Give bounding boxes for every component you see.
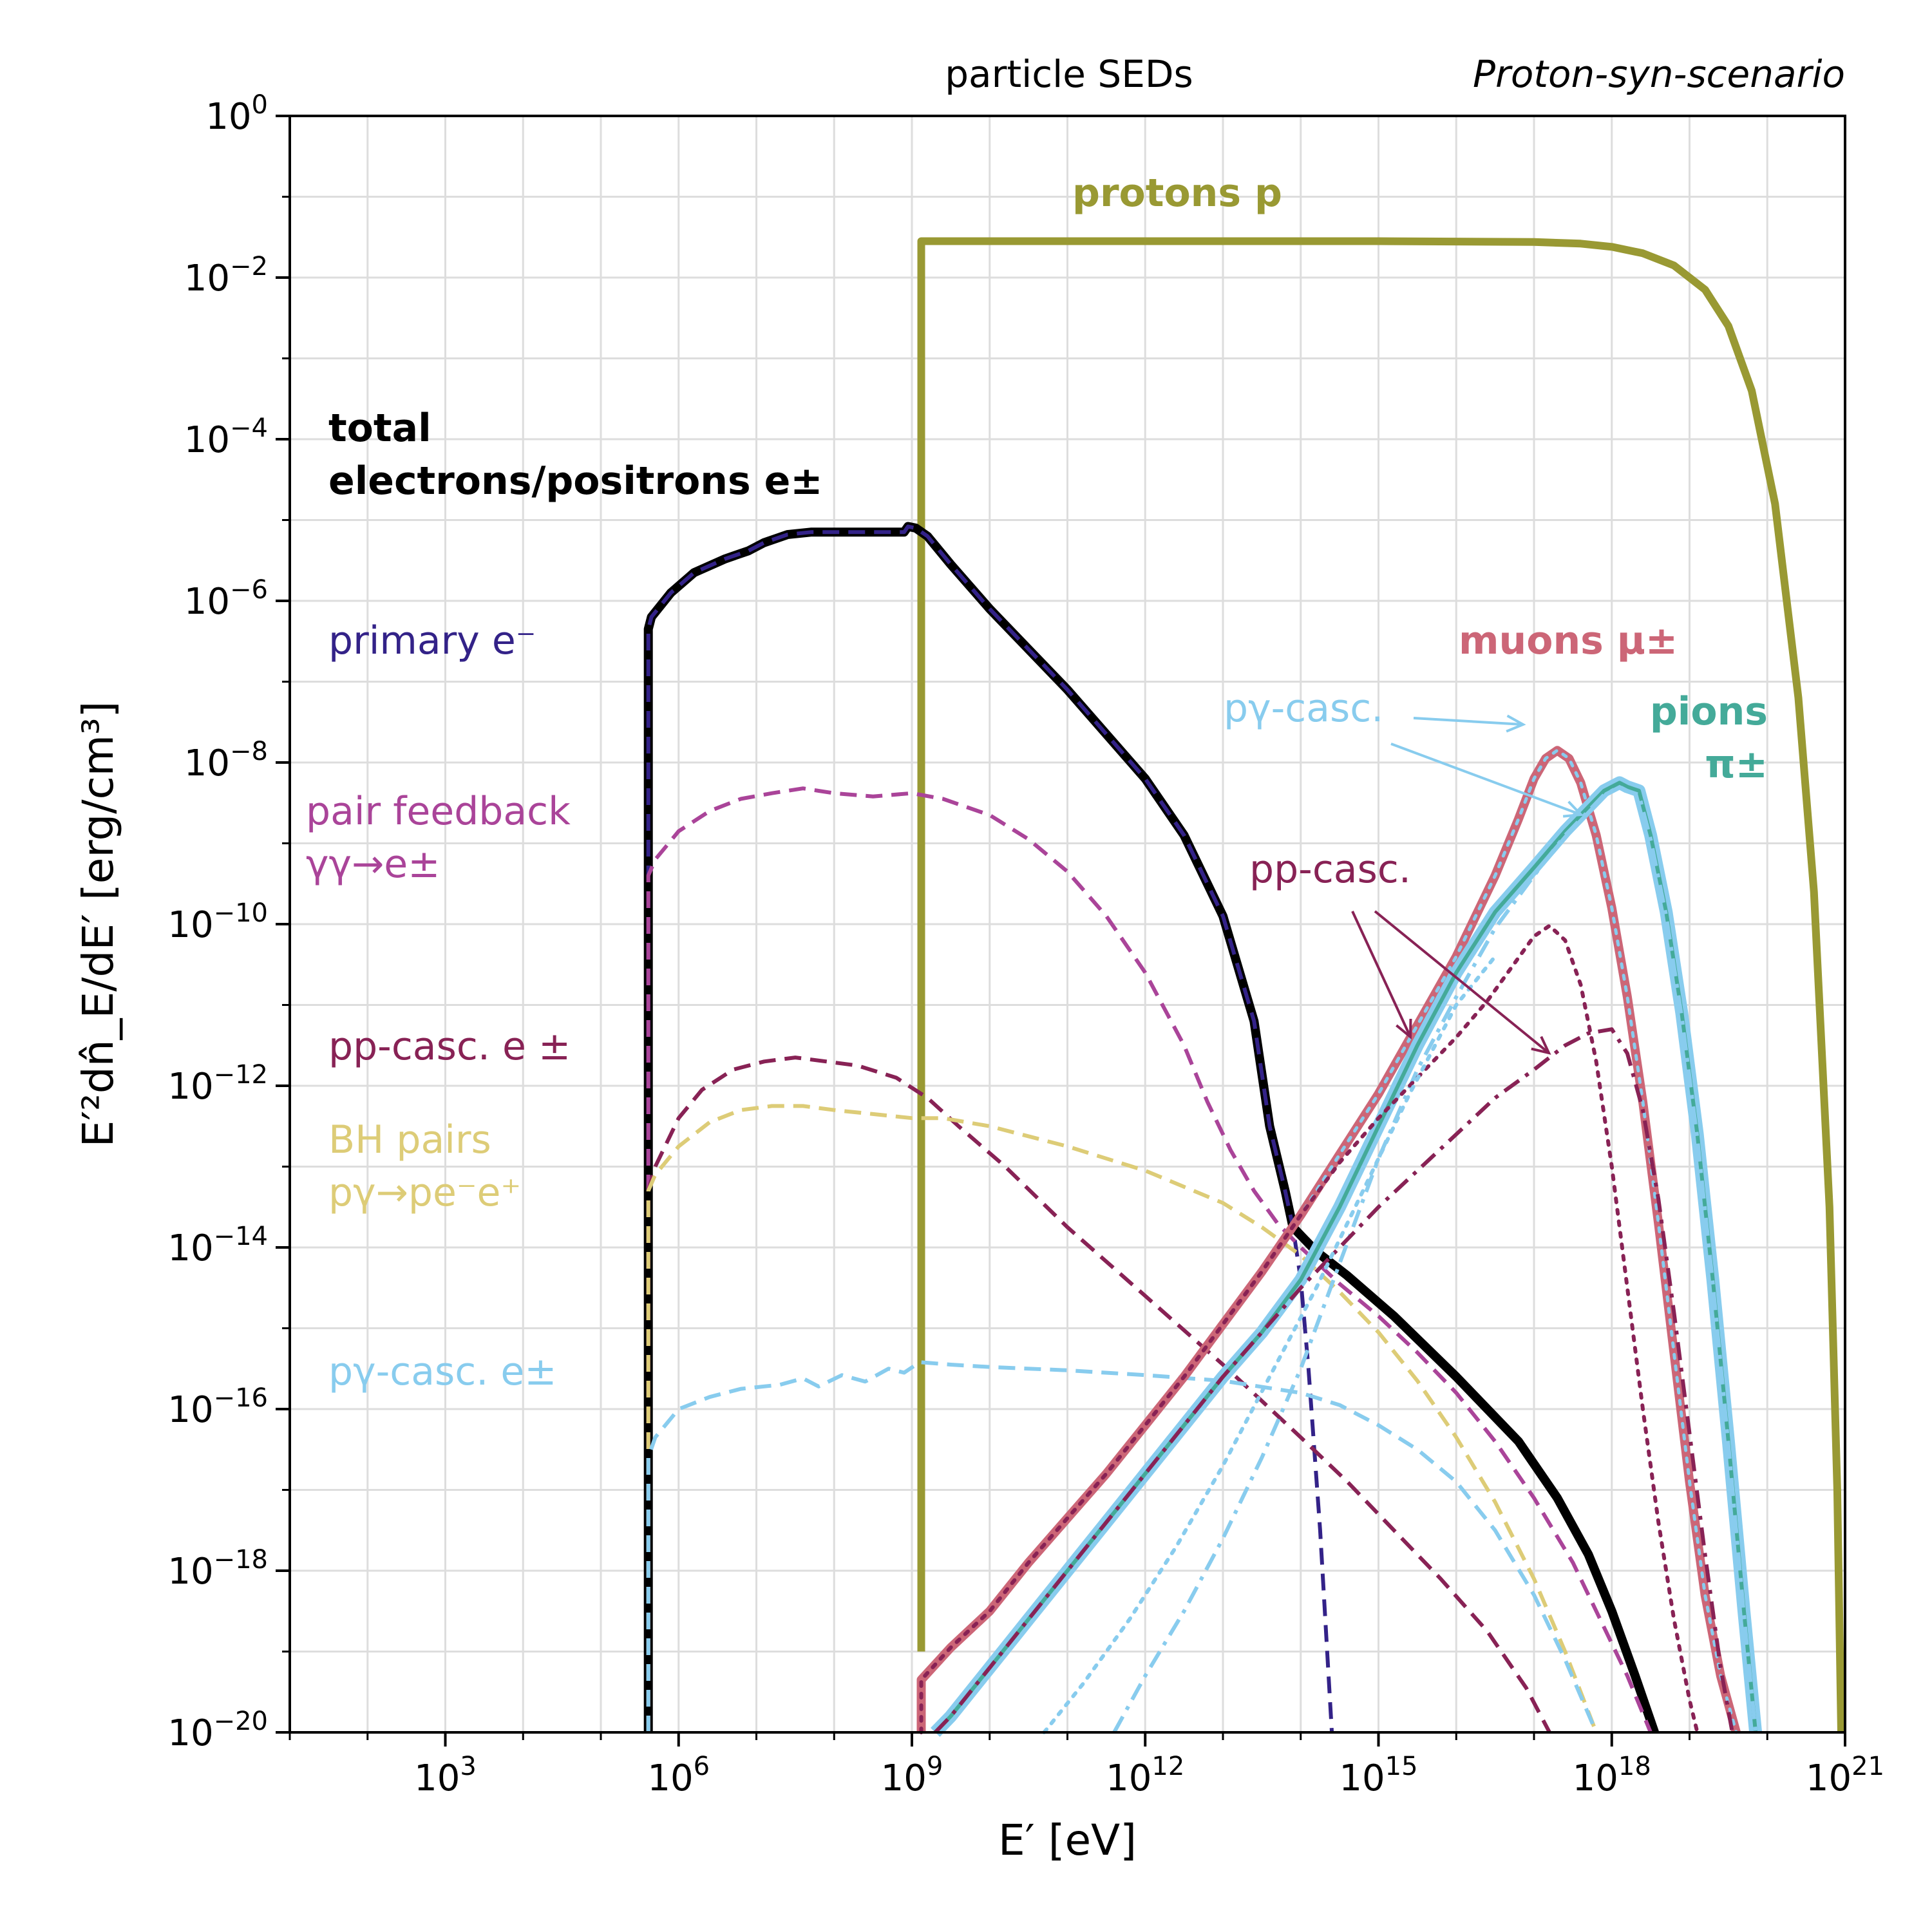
x-tick-label: 103 bbox=[414, 1752, 477, 1799]
series-bh_pairs bbox=[646, 1104, 1598, 1734]
annotations: protons p total electrons/positrons e± prim… bbox=[306, 171, 1768, 1394]
label-pp_pointer: pp-casc. bbox=[1249, 847, 1411, 892]
label-total: total bbox=[328, 406, 431, 451]
label-pgamma_pointer: pγ-casc. bbox=[1224, 686, 1383, 731]
label-primary: primary e⁻ bbox=[328, 618, 536, 663]
y-tick-label: 10−12 bbox=[167, 1060, 268, 1108]
arrow-pp-pions bbox=[1374, 910, 1551, 1055]
arrow-pgamma-muons-shaft bbox=[1413, 717, 1524, 726]
y-tick-label: 10−6 bbox=[184, 575, 268, 623]
arrow-pp-muons bbox=[1351, 911, 1412, 1040]
y-tick-label: 10−8 bbox=[184, 737, 268, 784]
arrow-pgamma-pions-head bbox=[1562, 800, 1584, 818]
series-layer bbox=[643, 237, 1845, 1737]
y-axis-label: E′²dn̂_E/dE′ [erg/cm³] bbox=[73, 701, 123, 1148]
series-pp_e bbox=[646, 1056, 1551, 1734]
arrow-pgamma-muons bbox=[1413, 714, 1526, 733]
label-pgamma_casc: pγ-casc. e± bbox=[328, 1349, 557, 1394]
arrow-pgamma-pions bbox=[1390, 743, 1584, 818]
title-right: Proton-syn-scenario bbox=[1473, 52, 1845, 96]
x-tick-label: 1012 bbox=[1106, 1752, 1184, 1799]
y-tick-label: 10−16 bbox=[167, 1383, 268, 1431]
series-pions_pp bbox=[934, 1027, 1734, 1734]
x-tick-label: 1018 bbox=[1573, 1752, 1651, 1799]
label-muons: muons μ± bbox=[1459, 618, 1678, 663]
arrow-pp-pions-head bbox=[1531, 1036, 1551, 1055]
y-tick-label: 10−4 bbox=[184, 413, 268, 461]
label-pair_feedback: pair feedback bbox=[306, 789, 571, 834]
x-axis-label: E′ [eV] bbox=[998, 1815, 1137, 1865]
y-tick-label: 10−10 bbox=[167, 898, 268, 946]
series-pair_feedback bbox=[646, 786, 1653, 1734]
label-bh_pairs: pγ→pe⁻e⁺ bbox=[328, 1170, 521, 1215]
series-pions_pg bbox=[1112, 784, 1758, 1734]
arrow-pgamma-muons-head bbox=[1506, 714, 1526, 733]
label-pp_casc: pp-casc. e ± bbox=[328, 1024, 571, 1069]
series-primary bbox=[646, 524, 1334, 1733]
series-total bbox=[643, 522, 1659, 1734]
series-muons_pg_low bbox=[1042, 954, 1497, 1734]
arrow-pp-muons-head bbox=[1396, 1018, 1412, 1040]
label-bh_pairs: BH pairs bbox=[328, 1117, 491, 1162]
arrow-pp-pions-shaft bbox=[1374, 910, 1550, 1054]
series-protons bbox=[917, 237, 1845, 1733]
x-tick-label: 1021 bbox=[1806, 1752, 1884, 1799]
label-protons: protons p bbox=[1072, 171, 1282, 216]
y-tick-label: 10−20 bbox=[167, 1707, 268, 1754]
x-tick-label: 106 bbox=[647, 1752, 710, 1799]
label-pions: pions bbox=[1650, 689, 1768, 734]
x-tick-label: 1015 bbox=[1339, 1752, 1417, 1799]
series-muons bbox=[916, 746, 1741, 1734]
arrow-pp-muons-shaft bbox=[1351, 911, 1412, 1037]
y-tick-label: 10−14 bbox=[167, 1222, 268, 1269]
y-tick-label: 100 bbox=[205, 90, 268, 138]
series-muons_pp bbox=[919, 923, 1700, 1734]
x-tick-label: 109 bbox=[881, 1752, 943, 1799]
y-tick-label: 10−18 bbox=[167, 1545, 268, 1593]
series-pions_cyan bbox=[931, 776, 1763, 1737]
axes: 103 106 109 1012 1015 1018 1021 100 10−2 10−4 10−6… bbox=[73, 52, 1884, 1865]
y-tick-label: 10−2 bbox=[184, 252, 268, 299]
label-total: electrons/positrons e± bbox=[328, 459, 823, 504]
series-pgamma_e bbox=[646, 1360, 1598, 1734]
label-pions: π± bbox=[1705, 742, 1768, 787]
arrow-pgamma-pions-shaft bbox=[1390, 743, 1582, 816]
grid bbox=[290, 116, 1845, 1732]
title-left: particle SEDs bbox=[945, 52, 1193, 96]
label-pair_feedback: γγ→e± bbox=[306, 842, 440, 887]
